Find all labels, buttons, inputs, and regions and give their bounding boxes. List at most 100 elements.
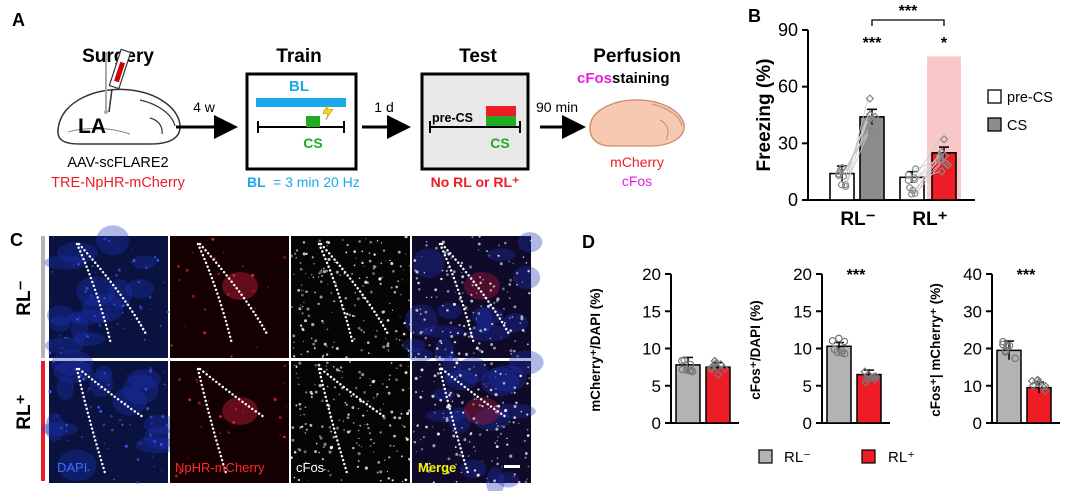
- cell-dot: [321, 399, 324, 403]
- cell-dot: [366, 281, 370, 284]
- bar: [705, 366, 731, 424]
- cell-dot: [283, 255, 287, 259]
- cell-dot: [132, 259, 136, 263]
- cell-dot: [124, 444, 128, 448]
- tissue-texture: [73, 332, 106, 346]
- cell-dot: [65, 430, 68, 433]
- cell-dot: [523, 439, 526, 443]
- cell-dot: [454, 291, 457, 293]
- cell-dot: [322, 354, 325, 357]
- cell-dot: [88, 387, 91, 390]
- cell-dot: [403, 269, 405, 271]
- cell-dot: [148, 369, 153, 373]
- cell-dot: [143, 438, 145, 440]
- data-point: [833, 348, 841, 356]
- cell-dot: [417, 287, 421, 291]
- cell-dot: [107, 383, 110, 386]
- data-point: [867, 125, 877, 135]
- test-box: pre-CS CS: [420, 72, 530, 171]
- tissue-texture: [45, 337, 85, 355]
- cell-dot: [379, 470, 383, 474]
- cell-dot: [299, 268, 303, 271]
- cell-dot: [455, 361, 459, 365]
- cell-dot: [449, 356, 452, 359]
- cell-dot: [407, 409, 411, 413]
- cell-dot: [293, 273, 295, 275]
- cell-dot: [443, 416, 445, 419]
- data-point: [1040, 381, 1050, 391]
- cell-dot: [450, 257, 452, 259]
- cell-dot: [449, 391, 452, 395]
- cell-dot: [321, 458, 324, 461]
- y-tick-label: 90: [778, 20, 798, 40]
- cell-dot: [407, 349, 410, 352]
- cell-dot: [368, 252, 371, 255]
- cell-dot: [494, 442, 497, 444]
- region-boundary: [198, 242, 270, 338]
- cell-dot: [164, 371, 166, 373]
- cell-dot: [94, 271, 97, 274]
- cell-dot: [292, 355, 296, 358]
- micrograph-tile: [291, 361, 410, 483]
- cell-dot: [307, 479, 309, 481]
- cell-dot: [351, 406, 355, 410]
- cell-dot: [479, 329, 483, 333]
- cell-dot: [397, 280, 399, 282]
- cell-dot: [504, 241, 507, 245]
- tissue-texture: [486, 467, 505, 491]
- y-tick-label: 5: [803, 377, 812, 396]
- micrograph-tile: [49, 361, 168, 483]
- tissue-texture: [70, 313, 89, 343]
- cell-dot: [266, 286, 269, 288]
- cell-dot: [363, 423, 366, 426]
- cell-dot: [349, 360, 352, 363]
- cell-dot: [110, 415, 113, 418]
- data-point: [910, 174, 918, 182]
- cell-dot: [372, 267, 376, 270]
- cell-dot: [350, 272, 354, 275]
- tissue-texture: [112, 387, 147, 416]
- tissue-texture: [51, 350, 94, 376]
- cell-dot: [104, 281, 106, 283]
- cell-dot: [379, 282, 382, 285]
- cell-dot: [513, 305, 517, 309]
- cell-dot: [51, 270, 53, 273]
- cell-dot: [358, 437, 360, 440]
- cell-dot: [453, 366, 456, 369]
- cell-dot: [483, 383, 485, 385]
- cell-dot: [361, 373, 365, 377]
- cell-dot: [420, 465, 423, 468]
- cell-dot: [438, 356, 442, 359]
- cell-dot: [477, 242, 481, 246]
- y-axis-title: cFos⁺| mCherry⁺ (%): [928, 283, 943, 417]
- cell-dot: [389, 424, 392, 427]
- cell-dot: [226, 293, 230, 296]
- cell-dot: [203, 331, 207, 335]
- cell-dot: [473, 352, 475, 354]
- mcherry-dapi-chart: 0 5 10 15 20 mCherry⁺/DAPI (%): [588, 265, 739, 433]
- cell-dot: [414, 376, 418, 381]
- cell-dot: [315, 442, 318, 445]
- cell-dot: [393, 445, 395, 447]
- data-point: [1001, 348, 1010, 356]
- cell-dot: [442, 305, 444, 307]
- cell-dot: [490, 362, 493, 366]
- cell-dot: [419, 332, 422, 335]
- cell-dot: [317, 363, 321, 367]
- sig-marker: *: [941, 35, 948, 52]
- cell-dot: [75, 318, 79, 321]
- paired-line: [845, 132, 869, 169]
- cell-dot: [358, 240, 361, 243]
- cell-dot: [149, 308, 151, 311]
- cell-dot: [460, 261, 464, 265]
- cell-dot: [491, 460, 493, 462]
- cell-dot: [326, 244, 329, 247]
- paired-line: [915, 158, 941, 170]
- cell-dot: [178, 471, 182, 475]
- cell-dot: [413, 259, 417, 262]
- cell-dot: [468, 441, 471, 443]
- cell-dot: [367, 400, 369, 403]
- cell-dot: [390, 286, 393, 289]
- data-point: [1011, 354, 1019, 363]
- cell-dot: [495, 445, 499, 449]
